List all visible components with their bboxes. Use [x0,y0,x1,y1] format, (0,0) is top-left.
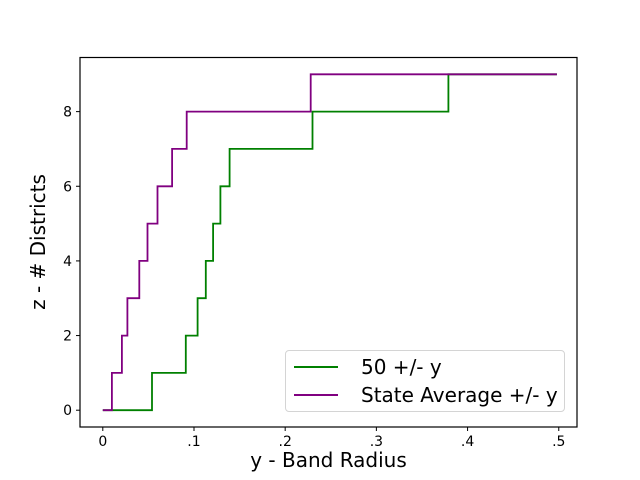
y-tick-label: 2 [63,329,72,345]
series-line-purple [102,73,557,412]
x-tick-label: .1 [187,434,200,450]
x-tick-label: 0 [98,434,107,450]
legend-line-green-icon [294,366,338,368]
legend: 50 +/- y State Average +/- y [285,350,565,412]
legend-line-purple-icon [294,394,338,396]
legend-label: State Average +/- y [361,383,558,407]
x-tick-label: .3 [370,434,383,450]
x-axis-label: y - Band Radius [250,448,407,472]
legend-label: 50 +/- y [361,355,442,379]
y-tick-label: 8 [63,105,72,121]
y-tick-label: 0 [63,403,72,419]
plot-frame [79,56,578,428]
x-tick-label: .2 [279,434,292,450]
y-axis-label: z - # Districts [26,174,50,310]
x-tick-label: .4 [461,434,474,450]
legend-item-50: 50 +/- y [286,353,564,381]
series-line-green [102,73,557,412]
y-tick-label: 6 [63,179,72,195]
y-tick-label: 4 [63,254,72,270]
legend-item-state-average: State Average +/- y [286,381,564,409]
x-tick-label: .5 [552,434,565,450]
